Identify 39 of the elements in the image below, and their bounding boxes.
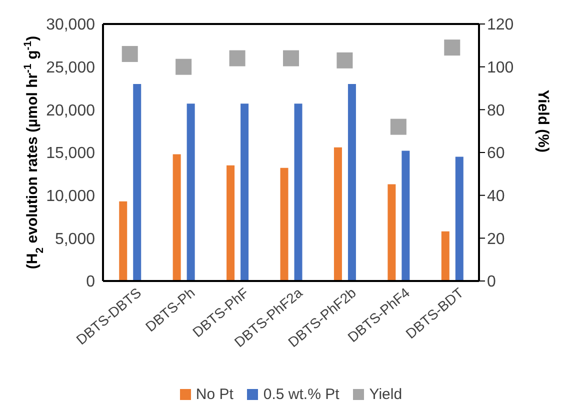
y-tick-label: 30,000	[46, 16, 96, 34]
bar	[172, 154, 181, 281]
y2-tick-label: 60	[487, 145, 505, 162]
y-tick-label: 10,000	[46, 188, 96, 206]
bar	[240, 104, 249, 281]
bar	[388, 184, 396, 281]
bar	[294, 104, 302, 281]
y-tick-label: 15,000	[46, 145, 96, 162]
point	[229, 50, 246, 66]
point	[390, 118, 406, 135]
y2-tick-label: 100	[487, 60, 514, 77]
bar	[348, 84, 356, 281]
bar	[455, 156, 464, 281]
y-tick-label: 25,000	[46, 60, 96, 77]
bar	[186, 104, 195, 281]
y-tick-label: 20,000	[46, 102, 96, 120]
bar	[119, 201, 128, 281]
y2-tick-label: 20	[487, 230, 505, 248]
bar	[334, 147, 342, 281]
y2-tick-label: 120	[487, 16, 514, 34]
point	[336, 52, 353, 68]
bar	[133, 84, 142, 281]
bar	[280, 168, 288, 281]
legend-label: 0.5 wt.% Pt	[262, 386, 340, 403]
y-tick-label: 0	[86, 274, 96, 291]
y2-tick-label: 40	[487, 188, 505, 206]
point	[122, 46, 138, 62]
bar	[441, 231, 450, 281]
y2-axis-title: Yield (%)	[534, 90, 552, 152]
legend-label: Yield	[368, 386, 402, 403]
legend-label: No Pt	[194, 386, 234, 403]
bar	[402, 150, 410, 281]
point	[444, 40, 460, 56]
y2-tick-label: 80	[487, 102, 505, 120]
point	[176, 58, 192, 75]
bar	[226, 165, 235, 281]
y-tick-label: 5,000	[54, 230, 96, 248]
point	[283, 50, 299, 66]
y2-tick-label: 0	[487, 274, 496, 291]
